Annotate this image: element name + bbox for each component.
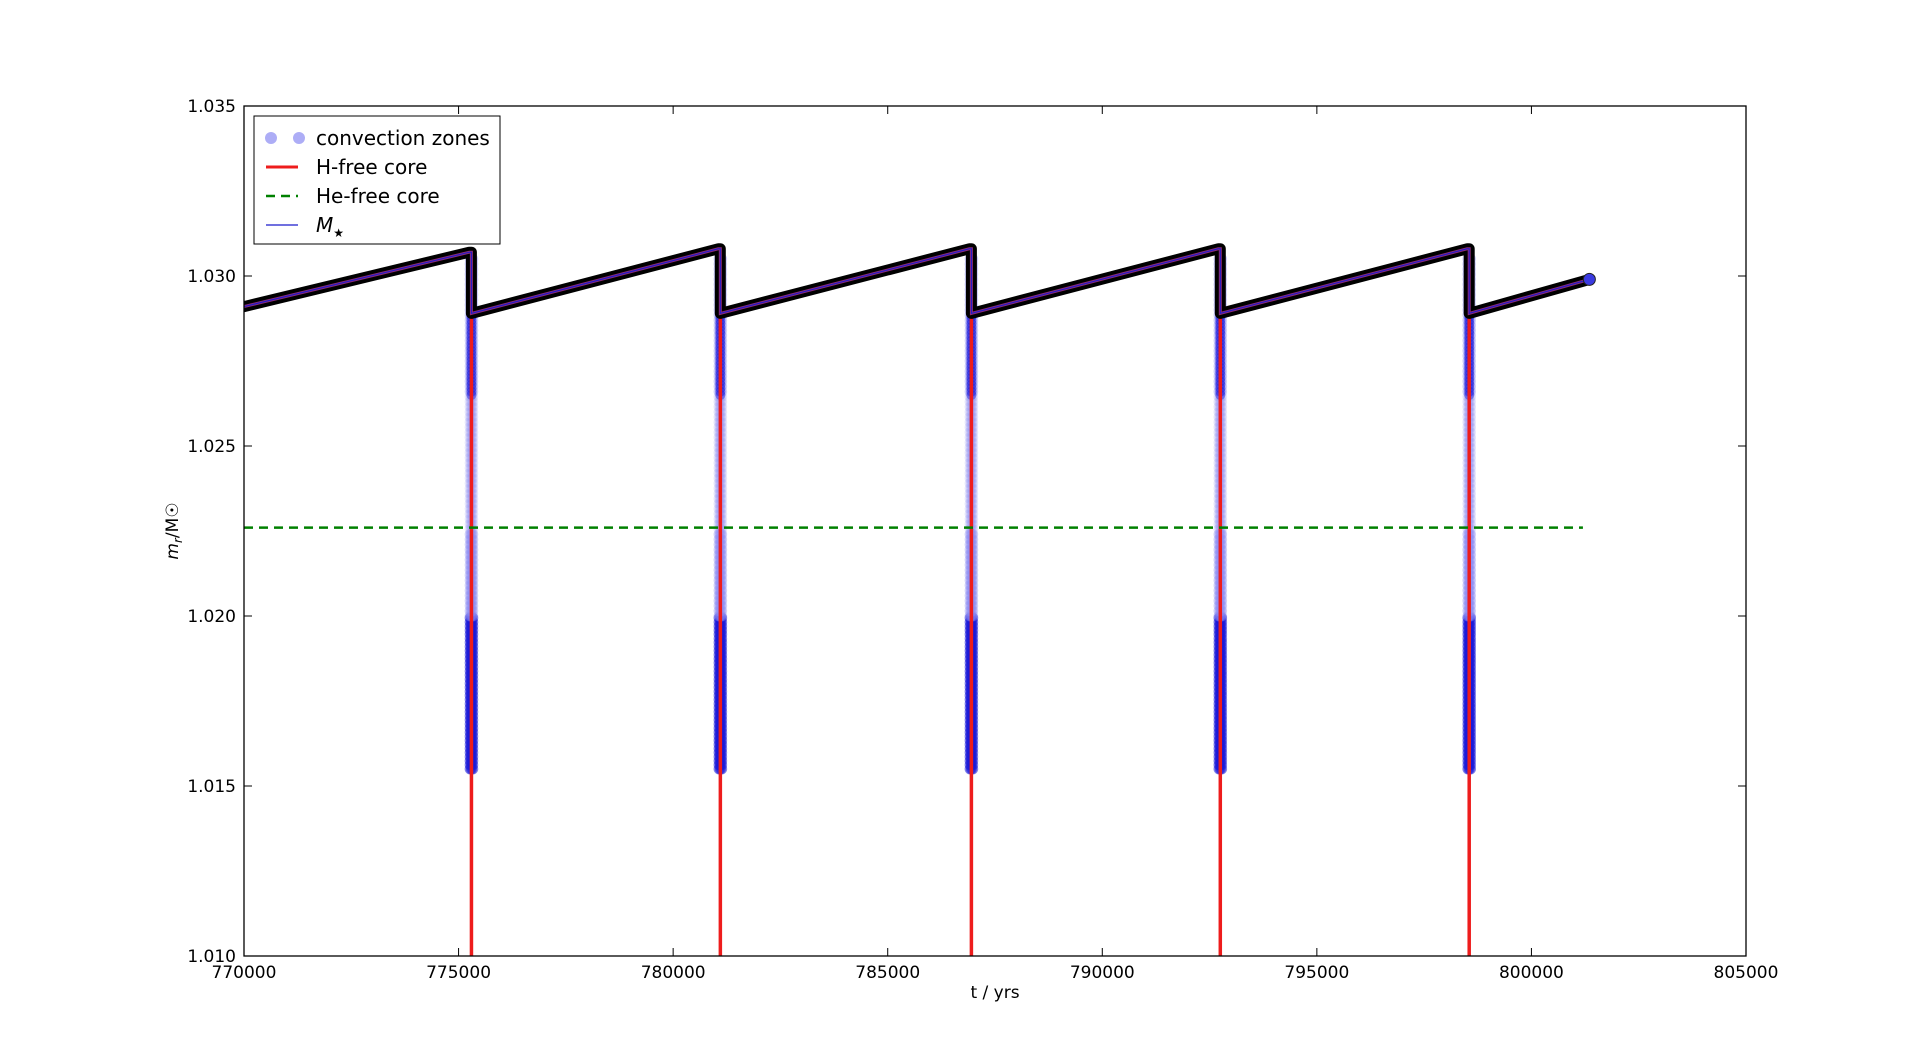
legend-label-4: M★ — [316, 213, 344, 240]
x-tick-label: 785000 — [855, 963, 920, 983]
y-tick-label: 1.025 — [187, 437, 236, 457]
x-tick-label: 795000 — [1284, 963, 1349, 983]
axis-ticks: 770000 775000 780000 785000 790000 795000 8000… — [187, 97, 1778, 983]
stellar-mass-endpoint — [1582, 272, 1596, 286]
legend-sample-1 — [265, 132, 305, 144]
legend-label-1: convection zones — [316, 126, 490, 150]
y-axis-label-unit: /M☉ — [163, 502, 183, 538]
y-tick-label: 1.030 — [187, 267, 236, 287]
y-tick-label: 1.020 — [187, 607, 236, 627]
y-axis-label: mr/M☉ — [163, 502, 185, 559]
x-axis-label: t / yrs — [970, 983, 1019, 1003]
y-tick-label: 1.035 — [187, 97, 236, 117]
stellar-mass-line — [244, 248, 1590, 315]
y-tick-label: 1.015 — [187, 777, 236, 797]
legend-marker — [265, 132, 277, 144]
x-tick-label: 800000 — [1499, 963, 1564, 983]
y-axis-label-main: m — [163, 543, 183, 560]
plot-frame — [243, 105, 1747, 957]
x-tick-label: 780000 — [641, 963, 706, 983]
x-tick-label: 790000 — [1070, 963, 1135, 983]
legend: convection zones H-free core He-free core M… — [253, 115, 501, 245]
y-tick-label: 1.010 — [187, 947, 236, 967]
legend-label-2: H-free core — [316, 155, 427, 179]
y-axis-label-subscript: r — [171, 537, 185, 543]
legend-label-3: He-free core — [316, 184, 440, 208]
h-free-core-series — [469, 313, 1471, 956]
x-tick-label: 775000 — [426, 963, 491, 983]
x-tick-label: 770000 — [212, 963, 277, 983]
x-tick-label: 805000 — [1714, 963, 1779, 983]
legend-marker — [293, 132, 305, 144]
plot-area — [244, 243, 1596, 956]
